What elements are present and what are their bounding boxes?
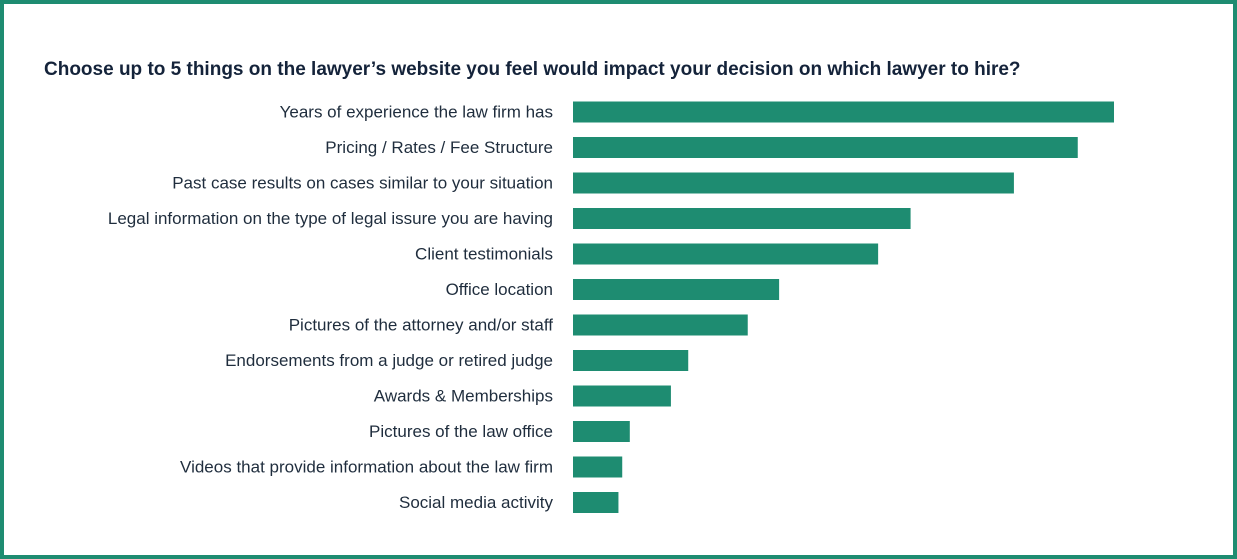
chart-title: Choose up to 5 things on the lawyer’s we… xyxy=(44,59,1021,80)
bar xyxy=(573,456,623,478)
category-label: Legal information on the type of legal i… xyxy=(108,209,553,228)
category-label: Pictures of the law office xyxy=(369,422,553,441)
bar xyxy=(573,243,879,265)
bar xyxy=(573,385,671,407)
category-label: Past case results on cases similar to yo… xyxy=(172,174,553,193)
category-label: Pictures of the attorney and/or staff xyxy=(289,316,554,335)
category-label: Social media activity xyxy=(399,493,554,512)
bar xyxy=(573,137,1078,158)
category-label: Office location xyxy=(446,280,553,299)
category-label: Pricing / Rates / Fee Structure xyxy=(325,138,553,157)
bar xyxy=(573,314,748,336)
bar xyxy=(573,421,630,442)
bar xyxy=(573,279,780,300)
category-label: Awards & Memberships xyxy=(374,387,553,406)
bar xyxy=(573,208,911,229)
bar xyxy=(573,101,1114,123)
bar xyxy=(573,172,1014,194)
bar xyxy=(573,492,619,513)
category-label: Years of experience the law firm has xyxy=(280,103,553,122)
category-label: Videos that provide information about th… xyxy=(180,458,553,477)
bar xyxy=(573,350,689,371)
category-label: Client testimonials xyxy=(415,245,553,264)
category-label: Endorsements from a judge or retired jud… xyxy=(225,351,553,370)
